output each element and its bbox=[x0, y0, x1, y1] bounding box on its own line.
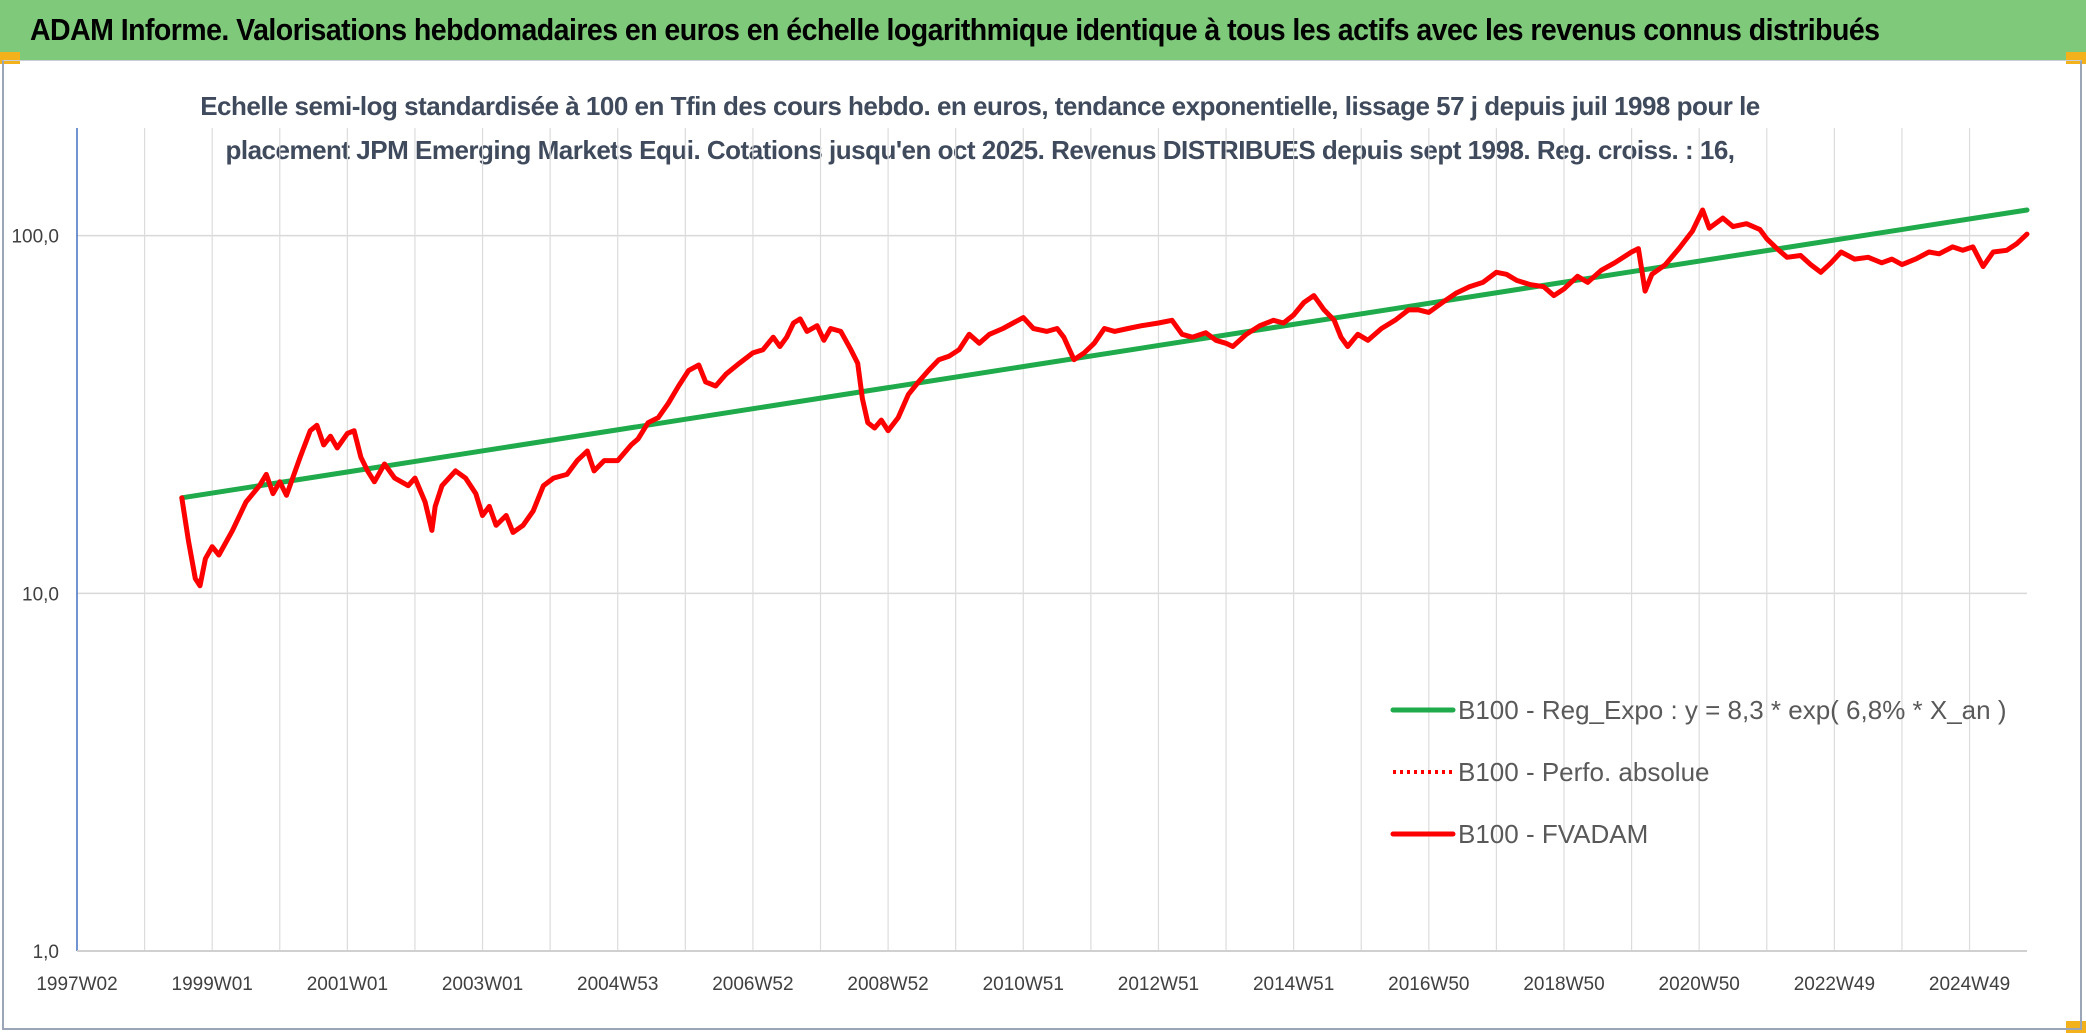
chart-axes: 1,0 10,0 100,0 1997W02 1999W01 2001W01 2003W01… bbox=[11, 128, 2027, 995]
x-tick-label: 2003W01 bbox=[442, 974, 523, 995]
x-tick-label: 1997W02 bbox=[36, 974, 117, 995]
chart-title-line-1: Echelle semi-log standardisée à 100 en T… bbox=[200, 91, 1760, 121]
chart-gridlines bbox=[76, 128, 2027, 952]
x-tick-label: 2004W53 bbox=[577, 974, 658, 995]
x-tick-label: 2018W50 bbox=[1523, 974, 1604, 995]
series-line-0 bbox=[179, 207, 2030, 501]
x-tick-label: 2022W49 bbox=[1794, 974, 1875, 995]
x-tick-label: 2010W51 bbox=[983, 974, 1064, 995]
chart-plot-area bbox=[179, 207, 2030, 589]
chart-title: Echelle semi-log standardisée à 100 en T… bbox=[200, 84, 1760, 172]
x-tick-label: 2020W50 bbox=[1659, 974, 1740, 995]
legend-label-1: B100 - Perfo. absolue bbox=[1458, 757, 1710, 787]
report-banner: ADAM Informe. Valorisations hebdomadaire… bbox=[0, 0, 2086, 60]
x-tick-label: 2006W52 bbox=[712, 974, 793, 995]
x-tick-label: 2001W01 bbox=[307, 974, 388, 995]
chart-legend: B100 - Reg_Expo : y = 8,3 * exp( 6,8% * … bbox=[1390, 695, 2007, 849]
x-tick-label: 2024W49 bbox=[1929, 974, 2010, 995]
chart-frame bbox=[2, 60, 2082, 1030]
chart-title-line-2: placement JPM Emerging Markets Equi. Cot… bbox=[225, 135, 1735, 165]
corner-marker-top-left bbox=[0, 52, 20, 64]
legend-label-2: B100 - FVADAM bbox=[1458, 819, 1648, 849]
x-tick-label: 2016W50 bbox=[1388, 974, 1469, 995]
series-line-2 bbox=[179, 207, 2030, 589]
y-tick-label: 100,0 bbox=[11, 227, 59, 248]
x-tick-label: 1999W01 bbox=[172, 974, 253, 995]
report-title: ADAM Informe. Valorisations hebdomadaire… bbox=[30, 12, 1880, 47]
y-tick-label: 1,0 bbox=[33, 942, 59, 963]
x-tick-label: 2014W51 bbox=[1253, 974, 1334, 995]
x-tick-label: 2008W52 bbox=[847, 974, 928, 995]
y-tick-label: 10,0 bbox=[22, 584, 59, 605]
x-tick-label: 2012W51 bbox=[1118, 974, 1199, 995]
legend-label-0: B100 - Reg_Expo : y = 8,3 * exp( 6,8% * … bbox=[1458, 695, 2007, 725]
